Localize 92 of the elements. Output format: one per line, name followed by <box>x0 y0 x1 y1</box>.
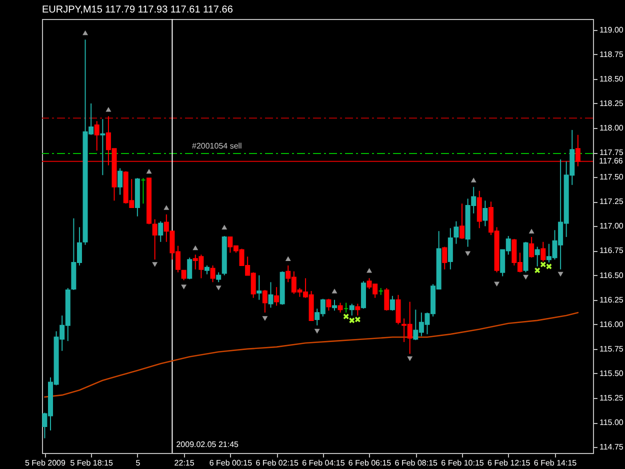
candlestick <box>187 257 192 280</box>
y-tick-label: 118.00 <box>600 123 624 132</box>
candlestick <box>216 272 222 283</box>
candlestick <box>529 236 534 258</box>
y-tick-label: 116.00 <box>600 320 624 329</box>
point <box>314 328 320 334</box>
chart-title: EURJPY,M15 117.79 117.93 117.61 117.66 <box>42 4 234 16</box>
point <box>528 228 534 234</box>
x-tick-label: 6 Feb 14:15 <box>534 458 578 468</box>
point <box>348 317 355 324</box>
y-tick-label: 117.25 <box>600 197 624 206</box>
y-tick-label: 115.25 <box>600 394 624 403</box>
point <box>343 313 350 320</box>
point <box>366 268 372 273</box>
y-tick-label: 116.75 <box>600 246 624 256</box>
y-tick-label: 116.25 <box>600 295 624 304</box>
y-tick-label: 115.50 <box>600 368 624 378</box>
ref-line-label: 117.66 <box>599 156 624 166</box>
candlestick <box>268 282 274 308</box>
candlestick <box>482 200 488 227</box>
point <box>146 168 152 174</box>
point <box>523 274 529 280</box>
candlestick <box>262 290 268 314</box>
x-tick-label: 22:15 <box>174 458 195 468</box>
x-tick-label: 5 <box>136 458 141 468</box>
x-tick-label: 6 Feb 10:15 <box>441 458 484 468</box>
candlestick <box>575 134 580 167</box>
point <box>222 224 228 230</box>
point <box>216 286 222 290</box>
candlestick <box>448 228 453 270</box>
point <box>192 245 198 250</box>
y-tick-label: 117.00 <box>600 222 624 231</box>
point <box>494 282 500 286</box>
candlestick <box>355 303 360 316</box>
point <box>546 263 552 270</box>
point <box>558 272 564 277</box>
candlestick <box>442 246 448 270</box>
point <box>407 356 413 362</box>
point <box>354 316 361 322</box>
x-tick-label: 5 Feb 18:15 <box>70 458 114 468</box>
candlestick <box>390 295 395 312</box>
x-tick-label: 6 Feb 06:15 <box>348 458 392 468</box>
candlestick <box>274 286 280 306</box>
point <box>82 30 88 36</box>
candlestick <box>460 203 465 240</box>
y-tick-label: 114.75 <box>600 442 624 452</box>
candlestick <box>332 299 337 312</box>
y-tick-label: 118.75 <box>600 50 624 59</box>
candlestick <box>158 220 164 242</box>
point <box>106 106 112 112</box>
x-tick-label: 6 Feb 02:15 <box>256 458 299 468</box>
candlestick <box>396 294 401 325</box>
candlestick <box>454 220 459 244</box>
candlestick <box>476 190 482 229</box>
candlestick <box>94 120 100 152</box>
candlestick <box>152 218 158 260</box>
candlestick <box>338 302 343 314</box>
candlestick <box>384 288 390 312</box>
point <box>262 316 268 321</box>
y-tick-label: 119.00 <box>600 25 624 34</box>
y-tick-label: 118.25 <box>600 98 624 108</box>
x-tick-label: 5 Feb 2009 <box>24 458 66 468</box>
x-tick-label: 6 Feb 08:15 <box>394 458 438 468</box>
candlestick <box>210 264 216 283</box>
point <box>181 284 187 290</box>
y-tick-label: 117.75 <box>600 148 624 158</box>
line-series <box>44 312 579 398</box>
point <box>332 288 338 294</box>
candlestick <box>256 274 262 300</box>
x-tick-label: 6 Feb 00:15 <box>209 458 253 468</box>
x-tick-label: 6 Feb 12:15 <box>488 458 531 468</box>
candlestick <box>349 303 354 316</box>
candlestick <box>181 270 186 281</box>
y-tick-label: 118.50 <box>600 74 624 84</box>
y-tick-label: 115.75 <box>600 344 624 354</box>
point <box>164 205 170 210</box>
candlestick <box>326 298 332 312</box>
point <box>465 251 471 256</box>
point <box>152 262 158 267</box>
y-tick-label: 116.50 <box>600 270 624 280</box>
candlestick <box>118 168 123 196</box>
point <box>540 261 546 268</box>
point <box>534 267 540 274</box>
point <box>470 178 476 182</box>
x-tick-label: 6 Feb 04:15 <box>302 458 346 468</box>
candlestick <box>534 246 540 267</box>
candlestick <box>100 118 106 176</box>
ref-line-label: #2001054 sell <box>192 142 242 151</box>
y-tick-label: 117.50 <box>600 172 624 182</box>
ref-line-label: 2009.02.05 21:45 <box>176 440 240 449</box>
y-tick-label: 115.00 <box>600 418 624 428</box>
point <box>285 256 291 261</box>
